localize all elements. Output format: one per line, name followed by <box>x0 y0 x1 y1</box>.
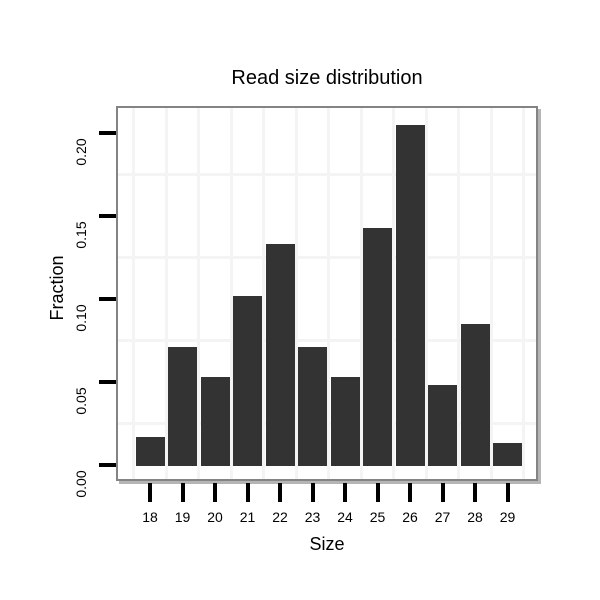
y-axis-tick <box>99 297 116 301</box>
x-axis-tick <box>473 483 477 502</box>
vertical-gridline <box>197 108 201 479</box>
vertical-gridline <box>489 108 493 479</box>
x-axis-tick-label: 27 <box>434 509 451 525</box>
x-axis-tick <box>343 483 347 502</box>
vertical-gridline <box>327 108 331 479</box>
x-axis-tick-label: 25 <box>369 509 386 525</box>
vertical-gridline <box>457 108 461 479</box>
horizontal-gridline <box>118 256 536 259</box>
vertical-gridline <box>424 108 428 479</box>
bar-size-25 <box>363 227 392 466</box>
x-axis-tick-label: 29 <box>499 509 516 525</box>
bar-size-19 <box>168 347 197 466</box>
x-axis-tick <box>180 483 185 502</box>
x-axis-tick <box>213 483 217 502</box>
x-axis-tick-label: 18 <box>142 509 158 525</box>
y-axis-tick <box>99 214 116 218</box>
bar-size-29 <box>493 443 522 466</box>
x-axis-tick <box>440 483 445 502</box>
horizontal-gridline <box>118 339 536 342</box>
x-axis-tick-label: 23 <box>304 509 321 525</box>
x-axis-tick-label: 26 <box>402 509 418 525</box>
vertical-gridline <box>359 108 363 479</box>
horizontal-gridline <box>118 173 536 176</box>
y-axis-tick-label: 0.10 <box>73 304 89 332</box>
bar-size-26 <box>395 124 425 466</box>
x-axis-title: Size <box>309 534 345 554</box>
vertical-gridline <box>262 108 266 479</box>
bar-size-23 <box>298 347 327 466</box>
x-axis-tick-label: 21 <box>239 509 256 525</box>
y-axis-title: Fraction <box>47 255 67 321</box>
y-axis-tick-label: 0.00 <box>73 470 89 498</box>
bar-size-21 <box>233 295 262 466</box>
y-axis-tick-label: 0.05 <box>73 387 89 415</box>
x-axis-tick <box>148 483 152 502</box>
bar-size-27 <box>428 385 457 466</box>
x-axis-tick <box>375 483 380 502</box>
x-axis-tick <box>278 483 282 502</box>
x-axis-tick-label: 19 <box>174 509 191 525</box>
horizontal-gridline <box>118 422 536 425</box>
y-axis-tick-label: 0.15 <box>73 221 89 249</box>
y-axis-tick-label: 0.20 <box>73 138 89 166</box>
bar-size-24 <box>330 377 360 466</box>
bar-size-28 <box>460 323 490 466</box>
bar-size-22 <box>265 244 295 466</box>
y-axis-tick <box>99 380 116 384</box>
vertical-gridline <box>294 108 298 479</box>
vertical-gridline <box>522 108 526 479</box>
x-axis-tick <box>408 483 412 502</box>
x-axis-tick-label: 20 <box>207 509 223 525</box>
vertical-gridline <box>164 108 168 479</box>
vertical-gridline <box>229 108 233 479</box>
chart-title: Read size distribution <box>231 67 423 89</box>
vertical-gridline <box>132 108 136 479</box>
x-axis-tick-label: 24 <box>337 509 353 525</box>
bar-size-18 <box>135 436 165 466</box>
vertical-gridline <box>392 108 396 479</box>
y-axis-tick <box>99 463 116 467</box>
x-axis-tick <box>245 483 250 502</box>
x-axis-tick-label: 22 <box>272 509 288 525</box>
x-axis-tick-label: 28 <box>467 509 483 525</box>
x-axis-tick <box>505 483 510 502</box>
bar-size-20 <box>200 377 230 466</box>
y-axis-tick <box>99 131 116 135</box>
x-axis-tick <box>310 483 315 502</box>
